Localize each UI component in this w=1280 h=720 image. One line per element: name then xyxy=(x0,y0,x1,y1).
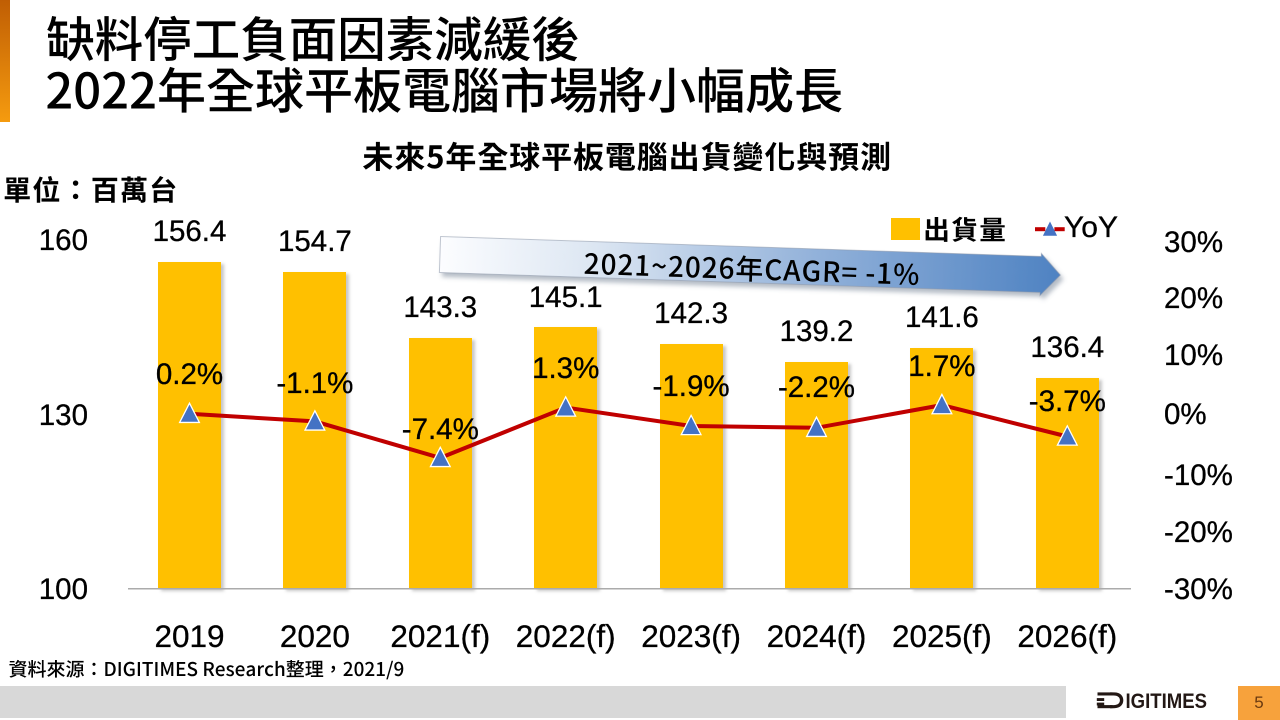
svg-text:IGITIMES: IGITIMES xyxy=(1126,689,1208,713)
